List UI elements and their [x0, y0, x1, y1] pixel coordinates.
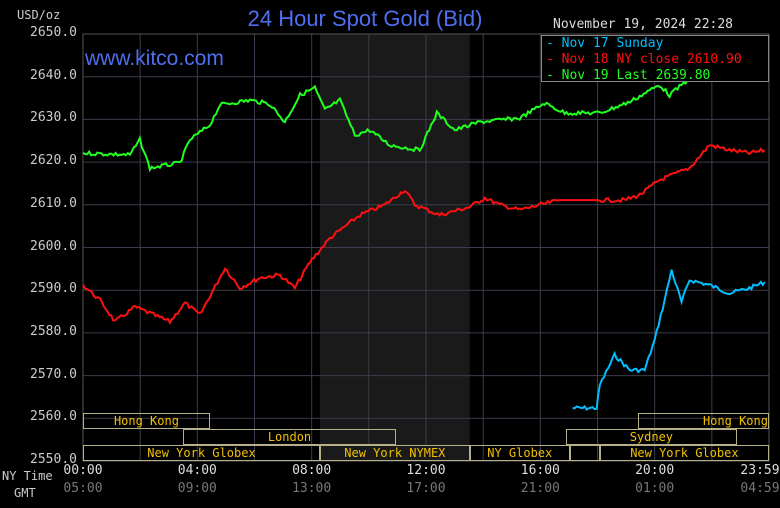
ny-time-label: NY Time	[2, 469, 53, 483]
x-tick-label: 05:00	[63, 481, 103, 496]
series-line-0	[572, 269, 766, 411]
y-tick-label: 2560.0	[30, 409, 77, 425]
session-gap	[569, 445, 600, 461]
watermark-link[interactable]: www.kitco.com	[85, 47, 224, 70]
series-line-2	[82, 79, 689, 173]
legend-item: - Nov 17 Sunday	[546, 36, 664, 51]
session-bar: Hong Kong	[637, 413, 769, 429]
legend: - Nov 17 Sunday - Nov 18 NY close 2610.9…	[541, 35, 769, 83]
y-tick-label: 2600.0	[30, 238, 77, 254]
y-tick-label: 2610.0	[30, 195, 77, 211]
session-bar: New York Globex	[599, 445, 769, 461]
legend-item: - Nov 18 NY close 2610.90	[546, 52, 742, 67]
series-line-1	[82, 143, 766, 325]
plot-border	[82, 33, 770, 462]
chart-date: November 19, 2024 22:28	[553, 17, 734, 32]
legend-label: Nov 19 Last 2639.80	[561, 68, 711, 83]
session-bar: New York NYMEX	[319, 445, 470, 461]
x-tick-label: 08:00	[292, 463, 332, 478]
legend-label: Nov 18 NY close 2610.90	[561, 52, 742, 67]
y-axis-unit: USD/oz	[17, 8, 61, 22]
x-tick-label: 23:59	[740, 463, 780, 478]
y-tick-label: 2580.0	[30, 323, 77, 339]
y-tick-label: 2590.0	[30, 281, 77, 297]
x-tick-label: 00:00	[63, 463, 103, 478]
session-bar: Hong Kong	[83, 413, 210, 429]
x-tick-label: 17:00	[406, 481, 446, 496]
chart-title: 24 Hour Spot Gold (Bid)	[247, 6, 483, 31]
x-tick-label: 09:00	[177, 481, 217, 496]
gmt-label: GMT	[14, 486, 36, 500]
y-tick-label: 2620.0	[30, 153, 77, 169]
legend-item: - Nov 19 Last 2639.80	[546, 68, 711, 83]
session-bar: New York Globex	[83, 445, 320, 461]
legend-label: Nov 17 Sunday	[561, 36, 664, 51]
y-tick-label: 2650.0	[30, 25, 77, 40]
x-tick-label: 01:00	[635, 481, 675, 496]
x-tick-label: 04:59	[740, 481, 780, 496]
x-tick-label: 20:00	[635, 463, 675, 478]
x-tick-label: 16:00	[520, 463, 560, 478]
x-tick-label: 13:00	[292, 481, 332, 496]
x-tick-label: 12:00	[406, 463, 446, 478]
y-tick-label: 2550.0	[30, 452, 77, 467]
y-tick-label: 2640.0	[30, 67, 77, 83]
y-tick-label: 2570.0	[30, 366, 77, 382]
session-bar: NY Globex	[469, 445, 570, 461]
x-tick-label: 04:00	[177, 463, 217, 478]
session-bar: Sydney	[566, 429, 737, 445]
session-bar: London	[183, 429, 396, 445]
x-tick-label: 21:00	[520, 481, 560, 496]
y-tick-label: 2630.0	[30, 110, 77, 126]
